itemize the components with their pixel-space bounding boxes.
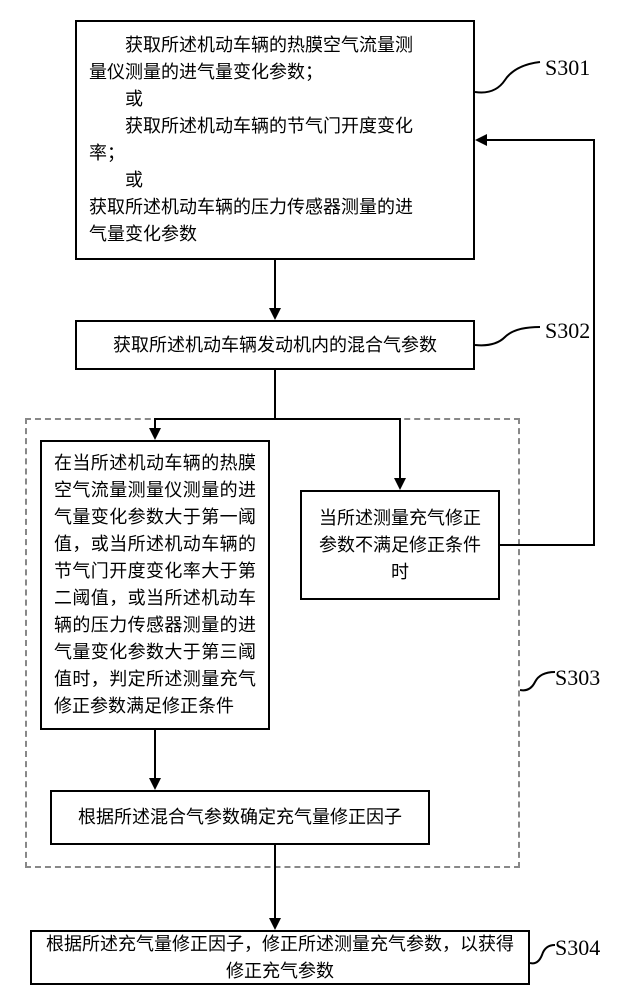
node-s303-bottom: 根据所述混合气参数确定充气量修正因子 — [50, 790, 430, 845]
s301-line2: 量仪测量的进气量变化参数； — [89, 62, 323, 82]
node-s303-left-text: 在当所述机动车辆的热膜空气流量测量仪测量的进气量变化参数大于第一阈值，或当所述机… — [54, 450, 256, 720]
node-s302-text: 获取所述机动车辆发动机内的混合气参数 — [113, 332, 437, 359]
arrowhead-loop — [475, 134, 487, 146]
arrowhead-s301-s302 — [269, 308, 281, 320]
curve-s304 — [530, 935, 560, 970]
arrowhead-branch-right — [394, 478, 406, 490]
arrowhead-left-bottom — [149, 778, 161, 790]
node-s302: 获取所述机动车辆发动机内的混合气参数 — [75, 320, 475, 370]
arrowhead-branch-left — [149, 428, 161, 440]
node-s304: 根据所述充气量修正因子，修正所述测量充气参数，以获得修正充气参数 — [30, 930, 530, 985]
label-s301: S301 — [545, 55, 590, 81]
s301-line5: 率； — [89, 143, 125, 163]
curve-s302 — [475, 315, 545, 355]
node-s304-text: 根据所述充气量修正因子，修正所述测量充气参数，以获得修正充气参数 — [44, 931, 516, 985]
s301-line7: 获取所述机动车辆的压力传感器测量的进 — [89, 197, 413, 217]
curve-s303 — [520, 660, 560, 700]
node-s303-left: 在当所述机动车辆的热膜空气流量测量仪测量的进气量变化参数大于第一阈值，或当所述机… — [40, 440, 270, 730]
node-s303-right-text: 当所述测量充气修正参数不满足修正条件时 — [314, 505, 486, 586]
curve-s301 — [475, 50, 545, 100]
s301-line3: 或 — [89, 86, 413, 113]
s301-line6: 或 — [89, 167, 413, 194]
loop-horizontal1 — [500, 544, 595, 546]
arrowhead-bottom-s304 — [269, 918, 281, 930]
s301-line4: 获取所述机动车辆的节气门开度变化 — [89, 113, 413, 140]
label-s304: S304 — [555, 935, 600, 961]
node-s301-text: 获取所述机动车辆的热膜空气流量测 量仪测量的进气量变化参数； 或 获取所述机动车… — [89, 32, 413, 248]
node-s303-right: 当所述测量充气修正参数不满足修正条件时 — [300, 490, 500, 600]
loop-vertical — [593, 140, 595, 546]
label-s302: S302 — [545, 318, 590, 344]
split-horizontal — [155, 418, 400, 420]
arrow-branch-right — [399, 418, 401, 480]
node-s301: 获取所述机动车辆的热膜空气流量测 量仪测量的进气量变化参数； 或 获取所述机动车… — [75, 20, 475, 260]
s301-line1: 获取所述机动车辆的热膜空气流量测 — [89, 32, 413, 59]
arrow-left-bottom — [154, 730, 156, 778]
arrow-s301-s302 — [274, 260, 276, 308]
node-s303-bottom-text: 根据所述混合气参数确定充气量修正因子 — [78, 804, 402, 831]
arrow-bottom-s304 — [274, 845, 276, 918]
label-s303: S303 — [555, 665, 600, 691]
loop-horizontal2 — [487, 139, 595, 141]
arrow-s302-dashed — [274, 370, 276, 418]
s301-line8: 气量变化参数 — [89, 224, 197, 244]
